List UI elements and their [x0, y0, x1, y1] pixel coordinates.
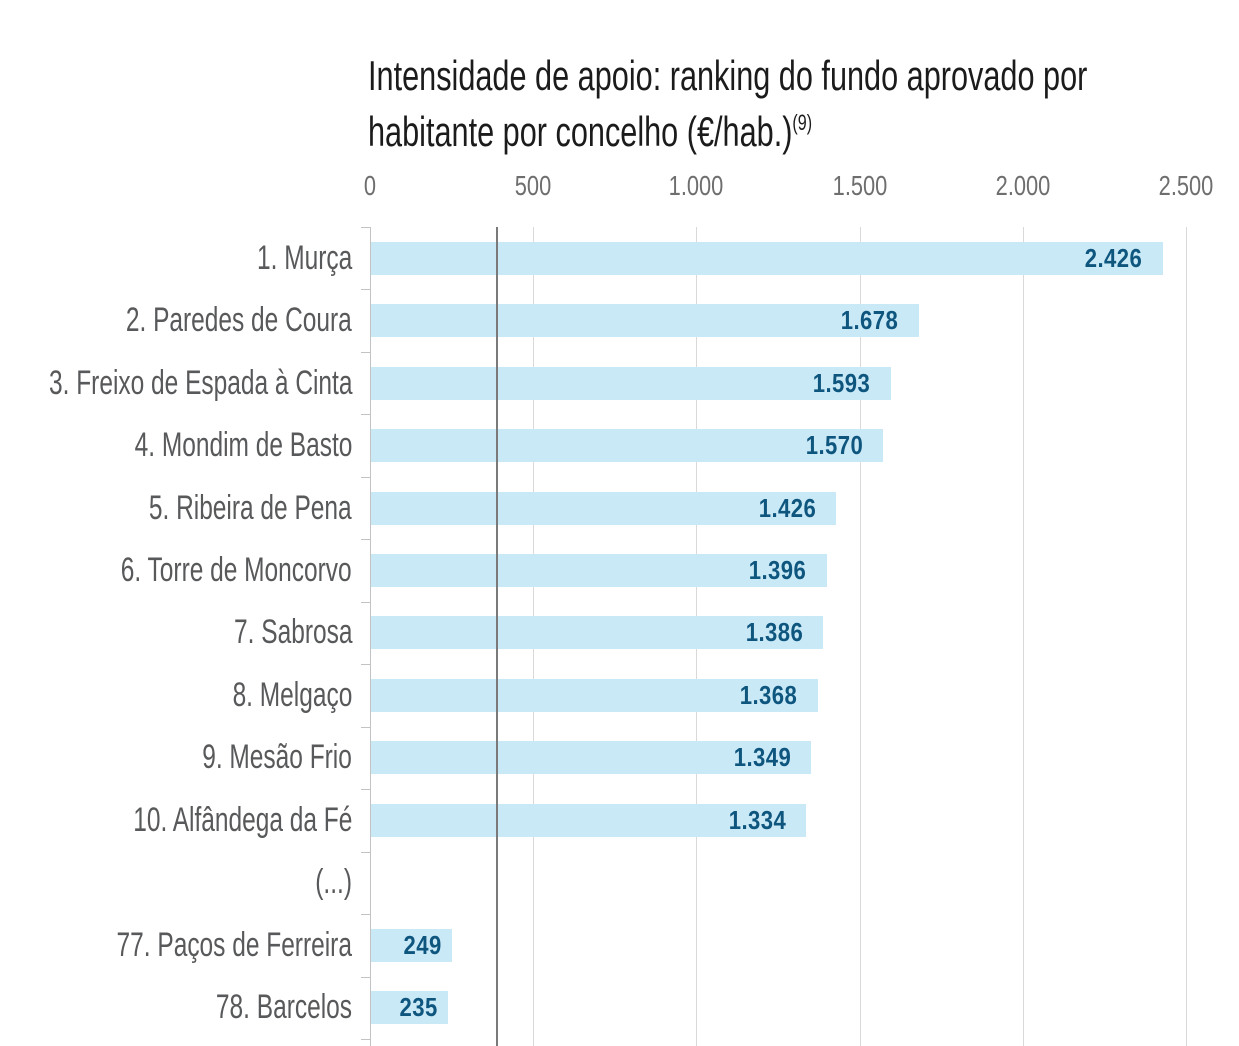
- bar: 1.334: [371, 803, 807, 837]
- category-label: 8. Melgaço: [0, 664, 352, 726]
- category-label: (...): [0, 852, 352, 914]
- category-label-text: 2. Paredes de Coura: [126, 301, 352, 340]
- category-label-text: 5. Ribeira de Pena: [149, 488, 352, 527]
- x-tick-label: 2.500: [1158, 170, 1214, 201]
- axis-tick: [361, 789, 370, 791]
- gridline: [1186, 227, 1187, 1046]
- axis-tick: [361, 851, 370, 853]
- bar-value: 2.426: [1085, 242, 1143, 273]
- bar: 249: [371, 928, 453, 962]
- category-label-text: 4. Mondim de Basto: [134, 426, 352, 465]
- category-label: 6. Torre de Moncorvo: [0, 539, 352, 601]
- axis-tick: [361, 414, 370, 416]
- bar-value: 1.426: [758, 492, 817, 523]
- bar-value: 1.334: [728, 804, 787, 835]
- category-label-text: 9. Mesão Frio: [202, 738, 352, 777]
- bar-value: 1.593: [813, 367, 871, 398]
- axis-tick: [361, 351, 370, 353]
- category-labels: 1. Murça 2. Paredes de Coura 3. Freixo de …: [0, 227, 352, 1046]
- bar: 235: [371, 991, 448, 1025]
- category-label-text: 10. Alfândega da Fé: [132, 800, 352, 839]
- category-label: 4. Mondim de Basto: [0, 414, 352, 476]
- bar: 1.368: [371, 678, 818, 712]
- gridline: [1022, 227, 1024, 1046]
- x-tick-label: 2.000: [995, 170, 1051, 201]
- axis-tick: [361, 227, 370, 228]
- plot-area: 2.426 1.678 1.593 1.570 1.426 1.396 1.386 1.368…: [361, 227, 1187, 1046]
- category-label-text: 8. Melgaço: [232, 675, 352, 714]
- category-label: 10. Alfândega da Fé: [0, 789, 352, 851]
- category-label-text: 1. Murça: [256, 238, 352, 277]
- chart-title-line1: Intensidade de apoio: ranking do fundo a…: [368, 52, 1088, 99]
- axis-tick: [361, 976, 370, 978]
- axis-tick: [361, 601, 370, 603]
- bar-value: 1.678: [840, 305, 899, 336]
- bar: 1.678: [371, 304, 919, 338]
- gridline: [859, 227, 861, 1046]
- bar-value: 1.368: [739, 679, 798, 710]
- axis-tick: [361, 476, 370, 478]
- chart-title: Intensidade de apoio: ranking do fundo a…: [368, 52, 1239, 155]
- category-label: 1. Murça: [0, 227, 352, 289]
- bar-value: 1.349: [733, 742, 791, 773]
- axis-tick: [361, 539, 370, 541]
- bar: 1.396: [371, 554, 827, 588]
- bar-value: 1.386: [745, 617, 803, 648]
- x-tick-label: 0: [363, 170, 377, 201]
- axis-tick: [361, 664, 370, 666]
- footnote-marker: (9): [792, 110, 813, 135]
- category-label-text: 3. Freixo de Espada à Cinta: [48, 363, 352, 402]
- bar-value: 1.396: [748, 555, 807, 586]
- category-label-text: 77. Paços de Ferreira: [116, 925, 352, 964]
- chart-title-line2: habitante por concelho (€/hab.)(9): [368, 99, 1087, 155]
- axis-tick: [361, 726, 370, 728]
- bar: 1.386: [371, 616, 824, 650]
- bar: 1.426: [371, 491, 837, 525]
- category-label-text: 78. Barcelos: [215, 988, 352, 1027]
- y-axis-line: [370, 227, 371, 1046]
- x-tick-label: 500: [514, 170, 552, 201]
- axis-tick: [361, 1038, 370, 1040]
- category-label-text: (...): [315, 863, 352, 902]
- category-label-text: 6. Torre de Moncorvo: [121, 551, 352, 590]
- axis-tick: [361, 289, 370, 291]
- x-axis: 0 500 1.000 1.500 2.000 2.500: [364, 170, 1213, 204]
- bar: 1.349: [371, 741, 812, 775]
- x-tick-label: 1.500: [832, 170, 887, 201]
- category-label: 2. Paredes de Coura: [0, 289, 352, 351]
- x-tick-label: 1.000: [669, 170, 724, 201]
- category-label: 3. Freixo de Espada à Cinta: [0, 352, 352, 414]
- category-label: 77. Paços de Ferreira: [0, 914, 352, 976]
- bar: 1.593: [371, 366, 891, 400]
- category-label: 9. Mesão Frio: [0, 727, 352, 789]
- category-label: 78. Barcelos: [0, 977, 352, 1039]
- bar-value: 1.570: [805, 430, 864, 461]
- category-label-text: 7. Sabrosa: [233, 613, 352, 652]
- axis-tick: [361, 914, 370, 916]
- bar: 2.426: [371, 241, 1163, 275]
- category-label: 7. Sabrosa: [0, 602, 352, 664]
- bar: 1.570: [371, 429, 884, 463]
- chart-title-line2-text: habitante por concelho (€/hab.): [368, 108, 793, 155]
- bar-value: 235: [399, 992, 438, 1023]
- reference-line: [496, 227, 499, 1046]
- category-label: 5. Ribeira de Pena: [0, 477, 352, 539]
- bar-value: 249: [403, 929, 443, 960]
